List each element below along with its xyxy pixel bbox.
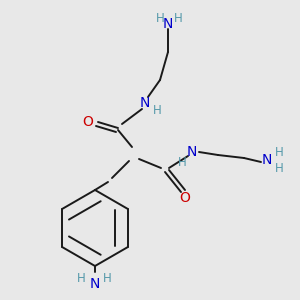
Text: N: N — [163, 17, 173, 31]
Text: H: H — [153, 104, 161, 118]
Text: H: H — [174, 11, 182, 25]
Text: H: H — [103, 272, 111, 284]
Text: N: N — [140, 96, 150, 110]
Text: H: H — [178, 155, 186, 169]
Text: H: H — [274, 146, 284, 158]
Text: N: N — [262, 153, 272, 167]
Text: H: H — [156, 11, 164, 25]
Text: H: H — [76, 272, 85, 284]
Text: O: O — [82, 115, 93, 129]
Text: N: N — [90, 277, 100, 291]
Text: O: O — [180, 191, 190, 205]
Text: N: N — [187, 145, 197, 159]
Text: H: H — [274, 163, 284, 176]
